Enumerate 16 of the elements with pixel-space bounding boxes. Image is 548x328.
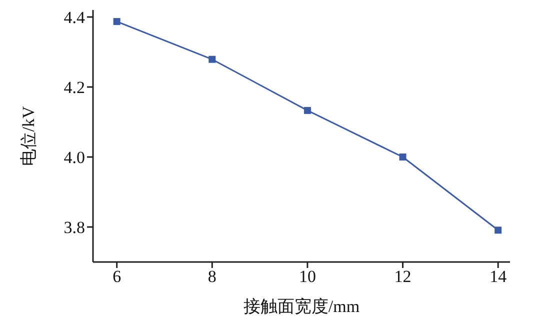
x-tick-label: 14 [490, 267, 508, 286]
point [113, 18, 120, 26]
point [304, 106, 311, 114]
x-tick-label: 6 [112, 267, 122, 286]
point [208, 56, 216, 63]
x-tick-label: 8 [208, 267, 216, 286]
point [399, 154, 406, 160]
x-tick-label: 12 [394, 267, 412, 286]
x-axis-title: 接触面宽度/mm [243, 297, 360, 316]
x-tick-label: 10 [298, 267, 316, 286]
y-tick-label: 3.8 [64, 218, 85, 238]
y-axis-title: 电位/kV [19, 106, 38, 166]
y-tick-label: 4.2 [64, 78, 85, 98]
y-tick-label: 4.0 [64, 148, 85, 168]
y-tick-label: 4.4 [64, 8, 86, 28]
point [494, 226, 502, 234]
